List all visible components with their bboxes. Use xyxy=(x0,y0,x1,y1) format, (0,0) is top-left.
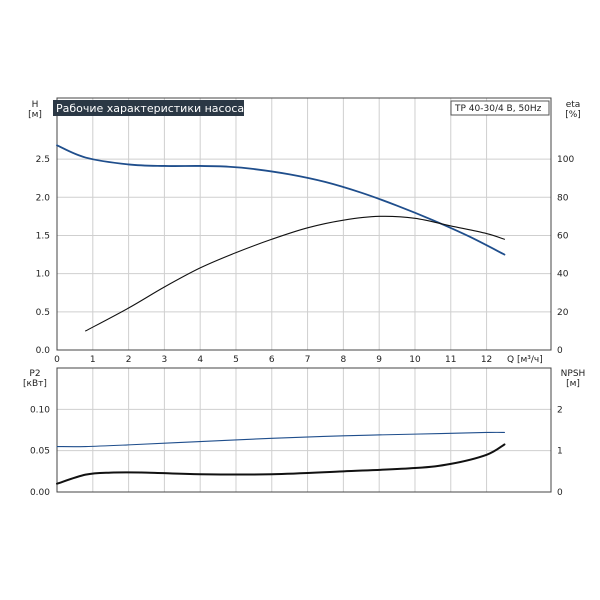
series-line-left-axis xyxy=(56,144,506,256)
y2-tick-label: 0 xyxy=(557,346,563,356)
y2-tick-label: 2 xyxy=(557,405,563,415)
x-tick-label: 11 xyxy=(445,355,456,365)
chart-title: Рабочие характеристики насоса xyxy=(56,102,244,115)
y2-tick-label: 80 xyxy=(557,193,569,203)
y-tick-label: 0.10 xyxy=(30,405,50,415)
upper-grid xyxy=(57,98,551,350)
y-tick-label: 0.05 xyxy=(30,447,50,457)
y-tick-label: 0.00 xyxy=(30,488,50,498)
x-tick-label: 0 xyxy=(54,355,60,365)
y2-tick-label: 1 xyxy=(557,447,563,457)
y-tick-label: 0.0 xyxy=(36,346,51,356)
x-tick-label: 1 xyxy=(90,355,96,365)
y-tick-label: 1.0 xyxy=(36,270,51,280)
x-tick-label: 9 xyxy=(376,355,382,365)
x-tick-label: 3 xyxy=(162,355,168,365)
upper-series-group xyxy=(56,144,506,332)
lower-y2-axis-label: NPSH [м] xyxy=(561,369,586,389)
y2-tick-label: 20 xyxy=(557,308,569,318)
x-tick-label: 8 xyxy=(341,355,347,365)
y2-tick-label: 40 xyxy=(557,270,569,280)
x-axis-label: Q [м³/ч] xyxy=(507,355,543,365)
y-tick-label: 1.5 xyxy=(36,231,50,241)
y2-tick-labels: 0 20 40 60 80 100 xyxy=(557,155,574,356)
lower-y-tick-labels: 0.00 0.05 0.10 xyxy=(30,405,50,498)
lower-plot-frame xyxy=(56,367,552,493)
x-tick-label: 6 xyxy=(269,355,275,365)
lower-plot: 0.00 0.05 0.10 0 1 2 P2 [кВт] NPSH [м] xyxy=(23,367,586,498)
y2-tick-label: 0 xyxy=(557,488,563,498)
lower-y-axis-label: P2 [кВт] xyxy=(23,369,47,389)
series-line-right-axis xyxy=(85,215,506,332)
x-tick-labels: 0 1 2 3 4 5 6 7 8 9 10 11 12 xyxy=(54,355,492,365)
series-line-left-axis xyxy=(56,431,506,448)
lower-y2-tick-labels: 0 1 2 xyxy=(557,405,563,498)
x-tick-label: 12 xyxy=(481,355,492,365)
chart-title-box xyxy=(53,100,244,116)
y-tick-labels: 0.0 0.5 1.0 1.5 2.0 2.5 xyxy=(36,155,51,356)
y-tick-label: 2.5 xyxy=(36,155,50,165)
lower-grid xyxy=(57,368,551,492)
model-label: TP 40-30/4 B, 50Hz xyxy=(454,104,542,114)
x-tick-label: 4 xyxy=(197,355,203,365)
y-tick-label: 0.5 xyxy=(36,308,50,318)
lower-series-group xyxy=(56,431,506,485)
x-tick-label: 5 xyxy=(233,355,239,365)
series-line-right-axis xyxy=(56,443,506,485)
upper-plot-frame xyxy=(56,97,552,351)
y2-tick-label: 60 xyxy=(557,231,569,241)
x-tick-label: 7 xyxy=(305,355,311,365)
y2-tick-label: 100 xyxy=(557,155,574,165)
y-axis-label: H [м] xyxy=(28,100,42,120)
y-tick-label: 2.0 xyxy=(36,193,51,203)
x-tick-label: 10 xyxy=(409,355,421,365)
upper-plot: 0 1 2 3 4 5 6 7 8 9 10 11 12 0.00.51.01.52.02.5 0204… xyxy=(28,97,581,365)
x-tick-label: 2 xyxy=(126,355,132,365)
model-label-box xyxy=(450,100,550,116)
y2-axis-label: eta [%] xyxy=(565,100,581,120)
